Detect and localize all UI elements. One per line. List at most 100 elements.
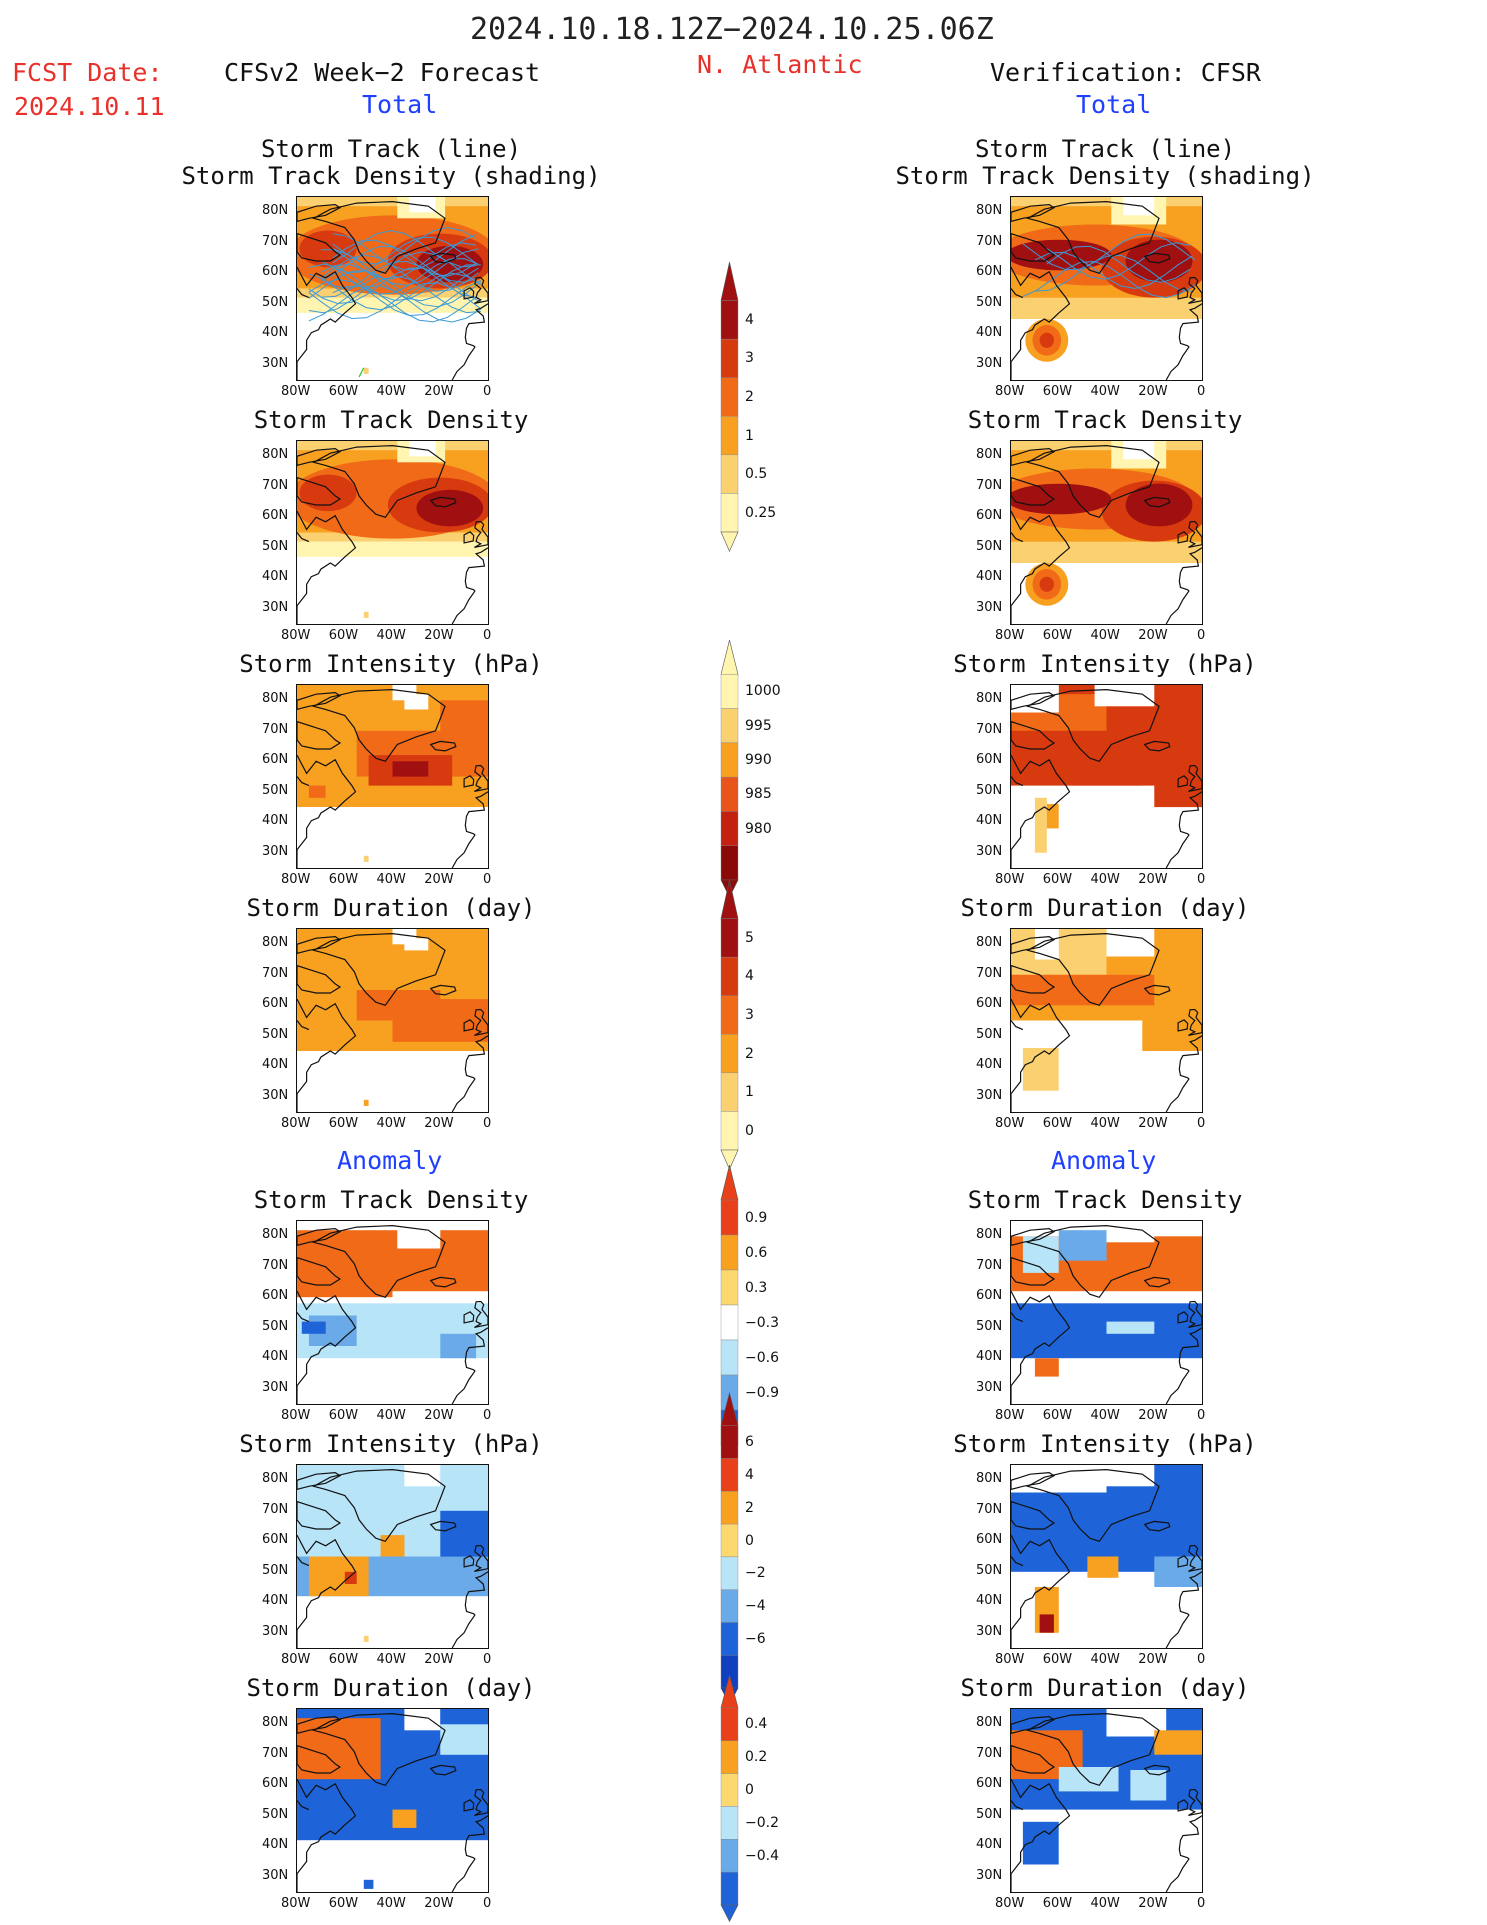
lat-tick-label: 40N (976, 1593, 1003, 1609)
lat-tick-label: 70N (976, 1257, 1003, 1273)
lat-tick-label: 50N (262, 294, 289, 310)
lon-tick-label: 20W (424, 1896, 454, 1911)
colorbar-label: 985 (745, 786, 772, 803)
lat-tick-label: 70N (976, 233, 1003, 249)
colorbar-label: 0.9 (745, 1209, 768, 1226)
lat-tick-label: 80N (976, 1227, 1003, 1243)
colorbar-label: 3 (745, 1007, 754, 1023)
lat-tick-label: 60N (262, 1532, 289, 1548)
lon-tick-label: 80W (281, 1408, 311, 1423)
lon-tick-label: 60W (328, 384, 359, 399)
lat-tick-label: 30N (262, 355, 289, 371)
lat-tick-label: 40N (262, 325, 289, 341)
lon-tick-label: 0 (483, 628, 492, 643)
lon-tick-label: 80W (281, 628, 311, 643)
panel-title: Storm Duration (day) (246, 894, 536, 922)
forecast-map-row-2 (296, 440, 489, 625)
lat-tick-label: 70N (262, 233, 289, 249)
lat-tick-label: 80N (262, 1471, 289, 1487)
lon-tick-label: 0 (483, 1408, 492, 1423)
lon-tick-label: 60W (1042, 872, 1073, 887)
colorbar-label: 0.25 (745, 504, 777, 521)
fcst-date-label: FCST Date: (12, 58, 163, 87)
lon-tick-label: 60W (1042, 1408, 1073, 1423)
lat-tick-label: 60N (976, 1532, 1003, 1548)
lat-tick-label: 40N (262, 1349, 289, 1365)
lat-tick-label: 60N (976, 752, 1003, 768)
lat-tick-label: 50N (976, 1026, 1003, 1042)
verification-map-row-1 (1010, 196, 1203, 381)
verification-map-row-3 (1010, 684, 1203, 869)
lat-tick-label: 30N (262, 1087, 289, 1103)
verification-total-label: Total (1076, 90, 1152, 119)
lon-tick-label: 80W (281, 1116, 311, 1131)
lat-tick-label: 50N (976, 1318, 1003, 1334)
lon-tick-label: 40W (1090, 628, 1120, 643)
colorbar-label: −2 (745, 1565, 766, 1582)
lat-tick-label: 40N (976, 1837, 1003, 1853)
verification-map-row-2 (1010, 440, 1203, 625)
colorbar-label: 4 (745, 311, 754, 328)
forecast-map-row-4 (296, 928, 489, 1113)
lat-tick-label: 40N (976, 813, 1003, 829)
lat-tick-label: 60N (262, 1776, 289, 1792)
lon-tick-label: 60W (328, 872, 359, 887)
lon-tick-label: 20W (1138, 628, 1168, 643)
lat-tick-label: 80N (976, 1715, 1003, 1731)
lon-tick-label: 40W (1090, 384, 1120, 399)
lat-tick-label: 80N (262, 1715, 289, 1731)
panel-title: Storm Track Density (253, 406, 529, 434)
lat-tick-label: 80N (262, 203, 289, 219)
lon-tick-label: 20W (424, 872, 454, 887)
lat-tick-label: 30N (976, 1623, 1003, 1639)
colorbar-label: 0.2 (745, 1749, 768, 1766)
lon-tick-label: 0 (1197, 628, 1206, 643)
colorbar-label: −0.2 (745, 1814, 779, 1831)
lon-tick-label: 20W (424, 1652, 454, 1667)
lat-tick-label: 30N (262, 843, 289, 859)
lon-tick-label: 0 (1197, 1652, 1206, 1667)
lat-tick-label: 30N (976, 843, 1003, 859)
panel-title: Storm Duration (day) (960, 894, 1250, 922)
colorbar-label: −0.3 (745, 1314, 779, 1331)
lat-tick-label: 60N (262, 996, 289, 1012)
lat-tick-label: 60N (262, 508, 289, 524)
lat-tick-label: 40N (976, 1349, 1003, 1365)
lon-tick-label: 40W (376, 1896, 406, 1911)
lon-tick-label: 0 (483, 1652, 492, 1667)
lon-tick-label: 0 (483, 1116, 492, 1131)
lat-tick-label: 60N (976, 264, 1003, 280)
lon-tick-label: 40W (1090, 1116, 1120, 1131)
colorbar-label: −4 (745, 1598, 766, 1615)
lon-tick-label: 60W (328, 628, 359, 643)
panel-title: Storm Duration (day) (960, 1674, 1250, 1702)
lon-tick-label: 0 (1197, 384, 1206, 399)
forecast-total-label: Total (362, 90, 438, 119)
lon-tick-label: 20W (1138, 872, 1168, 887)
lat-tick-label: 30N (262, 1623, 289, 1639)
colorbar-label: 1 (745, 1084, 754, 1101)
region-label: N. Atlantic (697, 50, 863, 79)
lon-tick-label: 0 (483, 384, 492, 399)
lon-tick-label: 20W (424, 628, 454, 643)
colorbar-label: 2 (745, 1499, 754, 1516)
lat-tick-label: 70N (262, 721, 289, 737)
lon-tick-label: 20W (1138, 1116, 1168, 1131)
lat-tick-label: 70N (976, 1745, 1003, 1761)
lat-tick-label: 40N (262, 569, 289, 585)
verification-map-row-6 (1010, 1464, 1203, 1649)
panel-title: Storm Intensity (hPa) (953, 650, 1257, 678)
lat-tick-label: 70N (262, 477, 289, 493)
lon-tick-label: 40W (376, 1116, 406, 1131)
panel-title: Storm Track Density (shading) (181, 162, 601, 190)
verification-map-row-7 (1010, 1708, 1203, 1893)
panel-title: Storm Duration (day) (246, 1674, 536, 1702)
panel-title: Storm Track (line) (974, 135, 1236, 163)
lat-tick-label: 50N (262, 1562, 289, 1578)
lat-tick-label: 50N (976, 1562, 1003, 1578)
lon-tick-label: 60W (1042, 628, 1073, 643)
lon-tick-label: 80W (995, 628, 1025, 643)
colorbar-label: 0 (745, 1532, 754, 1549)
colorbar-label: −0.9 (745, 1384, 779, 1401)
lon-tick-label: 80W (995, 1896, 1025, 1911)
